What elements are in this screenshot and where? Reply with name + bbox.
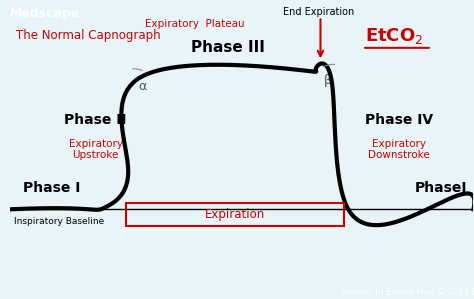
Text: Medscape: Medscape [9,7,80,21]
Text: Expiration: Expiration [205,208,265,221]
Text: Phase II: Phase II [64,113,127,126]
Text: Phase III: Phase III [191,40,264,55]
Text: Expiratory  Plateau: Expiratory Plateau [146,19,245,29]
Text: The Normal Capnograph: The Normal Capnograph [17,29,161,42]
Text: Inspiratory Baseline: Inspiratory Baseline [15,217,105,226]
Text: Phase IV: Phase IV [365,113,433,126]
Text: α: α [138,80,146,93]
Text: Phase I: Phase I [23,181,80,195]
Text: Source: Jrl Emerg Med © 2013 Elsevier, Inc: Source: Jrl Emerg Med © 2013 Elsevier, I… [341,288,474,297]
Text: PhaseI: PhaseI [415,181,467,195]
Text: β: β [323,74,331,87]
Text: EtCO$_2$: EtCO$_2$ [365,26,424,46]
Text: Expiratory
Upstroke: Expiratory Upstroke [69,139,123,160]
Text: Expiratory
Downstroke: Expiratory Downstroke [368,139,430,160]
Text: End Expiration: End Expiration [283,7,354,17]
Bar [126,203,344,226]
